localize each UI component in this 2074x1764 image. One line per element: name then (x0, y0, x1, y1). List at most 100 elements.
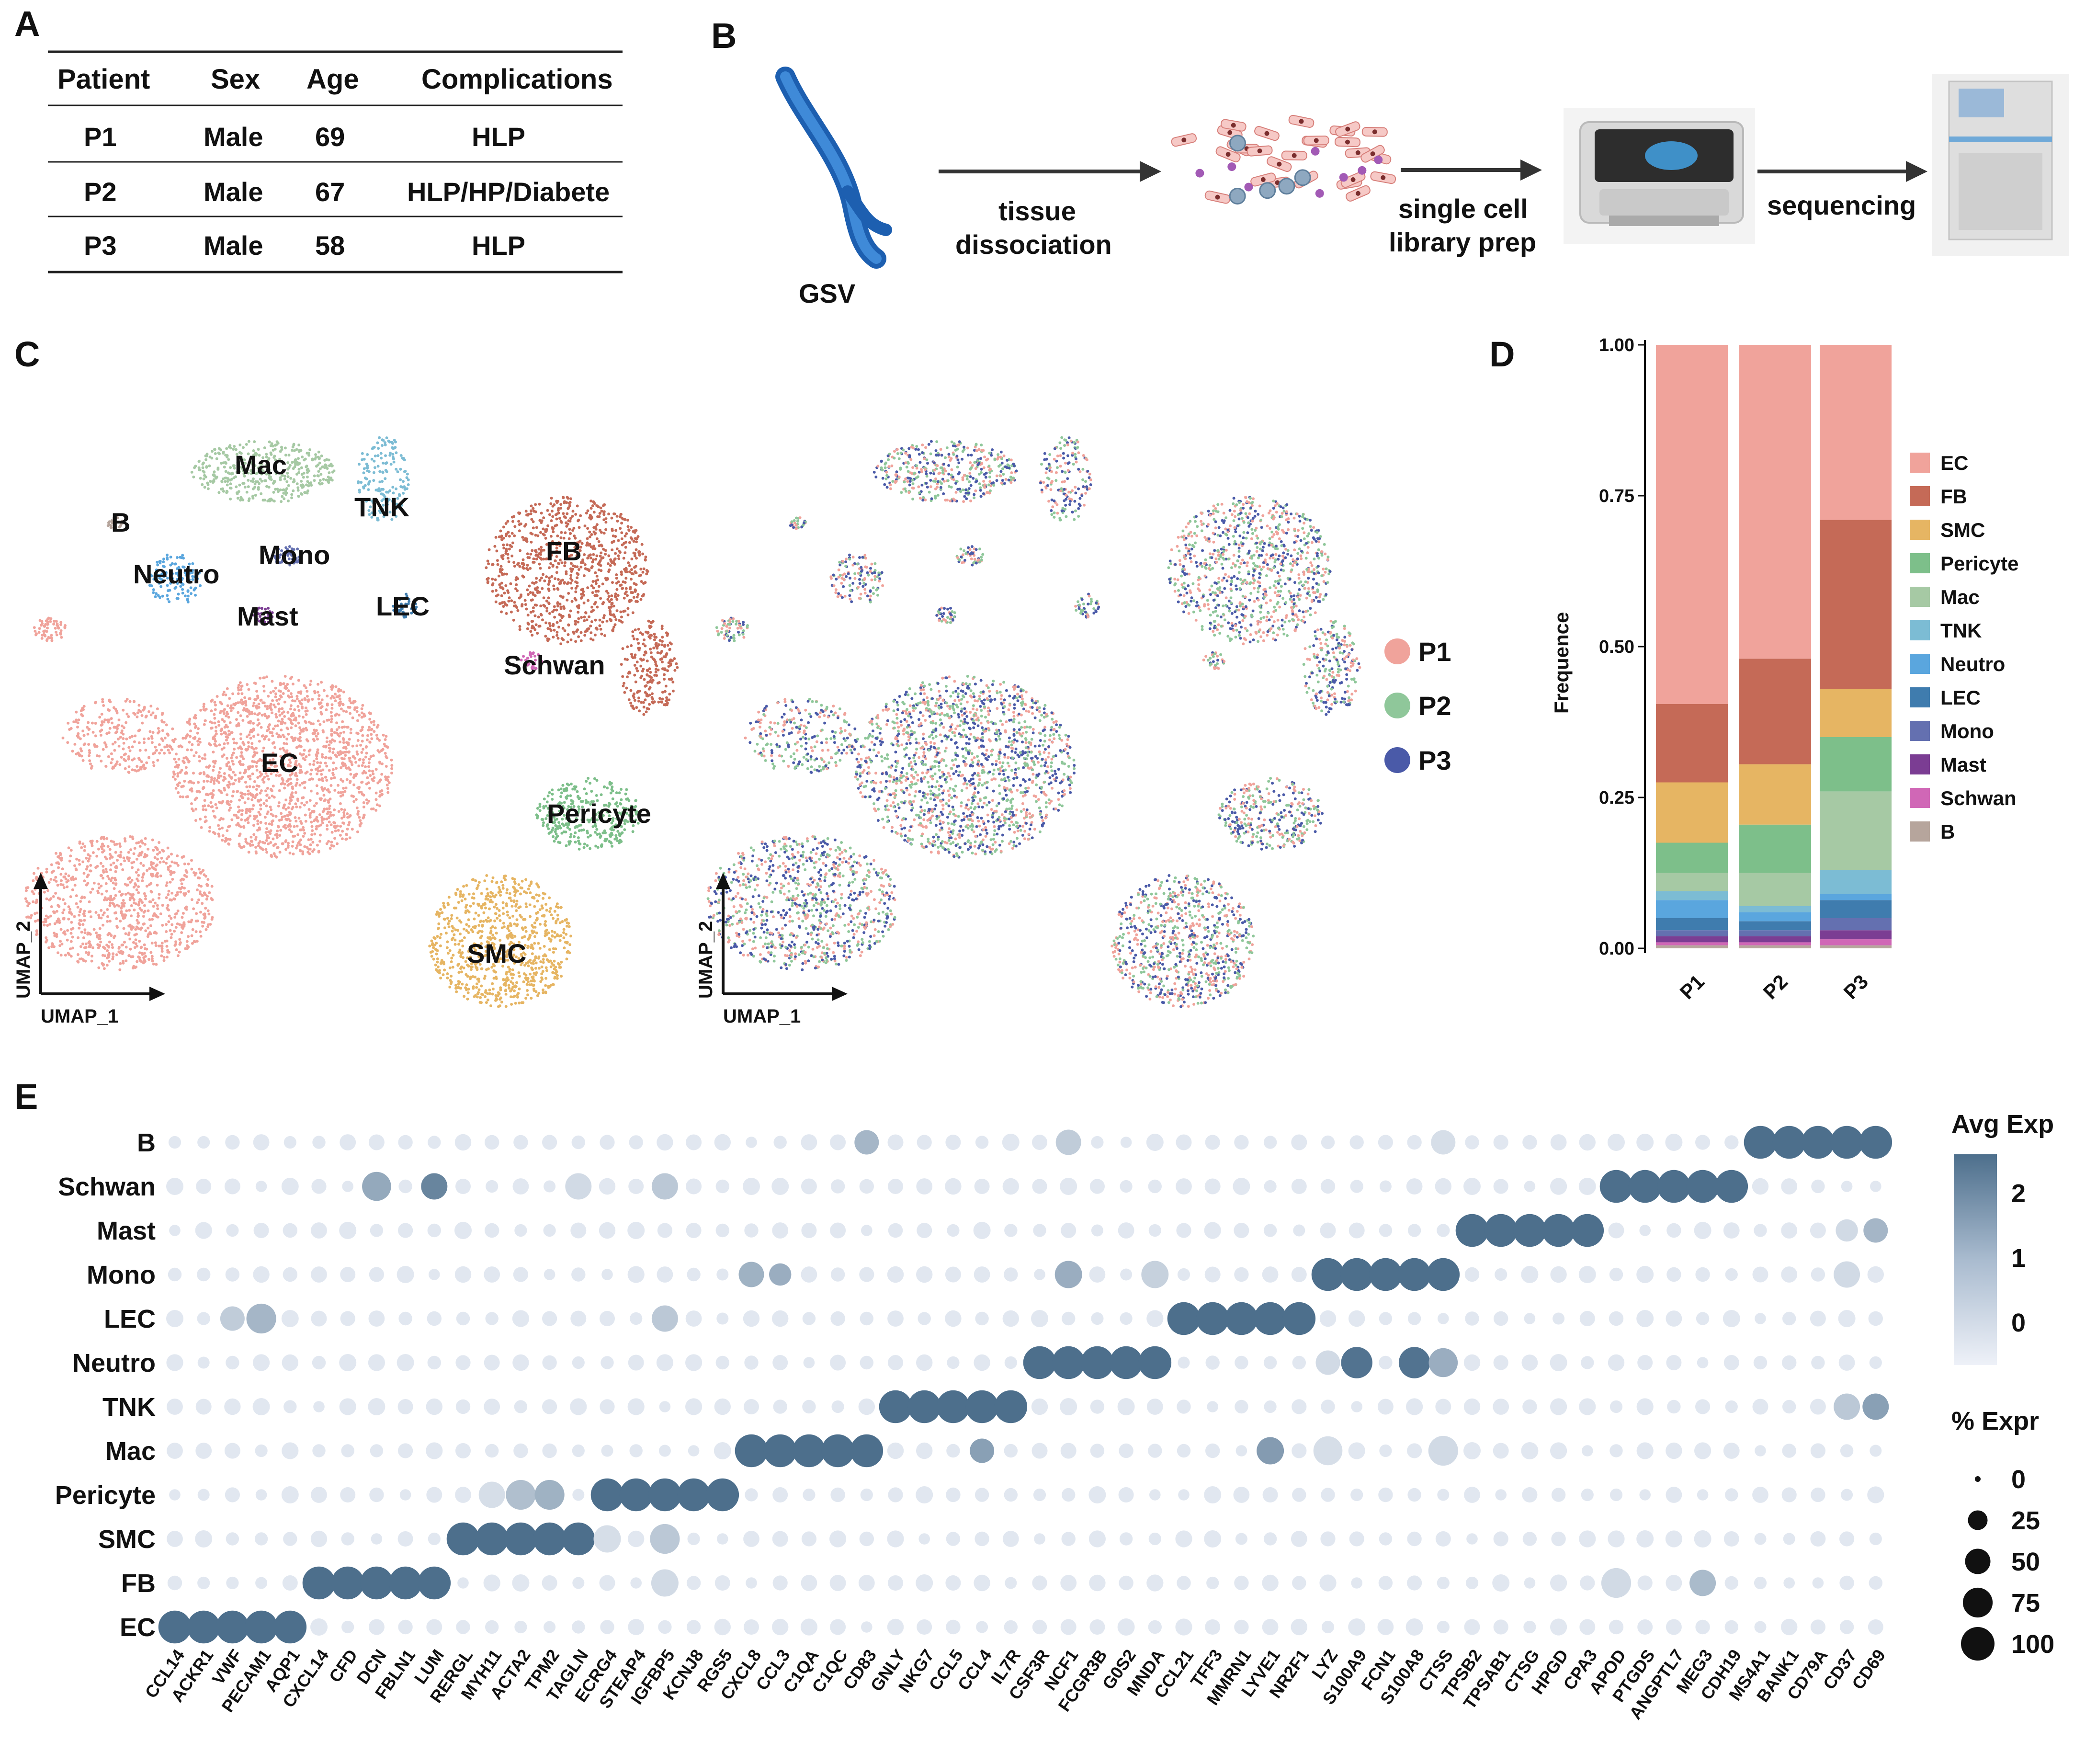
dot-mark (397, 1531, 413, 1547)
dot-mark (562, 1522, 595, 1556)
dot-mark (1581, 1356, 1594, 1369)
dot-mark (1435, 1531, 1451, 1547)
dot-mark (398, 1443, 413, 1458)
dot-mark (1204, 1266, 1221, 1283)
avg-exp-tick: 0 (2011, 1309, 2026, 1337)
umap-clusters (24, 436, 679, 1008)
dot-mark (600, 1311, 615, 1326)
cluster-label-pericyte: Pericyte (547, 798, 651, 829)
dot-mark (1493, 1179, 1508, 1194)
dot-mark (1291, 1531, 1307, 1547)
dot-mark (1781, 1266, 1798, 1283)
dot-mark (1811, 1267, 1825, 1282)
cell-icon (1361, 126, 1388, 137)
cell-dot-icon (1339, 173, 1348, 182)
dot-mark (1004, 1620, 1018, 1634)
dot-mark (1060, 1619, 1077, 1635)
dot-mark (220, 1306, 245, 1331)
bar-segment (1739, 912, 1811, 922)
dot-mark (1176, 1134, 1192, 1150)
dot-mark (1055, 1129, 1081, 1155)
dot-mark (1723, 1355, 1739, 1370)
dot-mark (830, 1179, 845, 1194)
dot-mark (1578, 1178, 1596, 1195)
dot-mark (167, 1575, 182, 1591)
bar-legend-label: Neutro (1940, 653, 2005, 675)
dot-mark (1407, 1575, 1422, 1591)
dot-mark (513, 1267, 528, 1282)
dot-mark (1254, 1302, 1287, 1335)
dot-mark (1002, 1531, 1019, 1547)
dot-mark (887, 1134, 904, 1150)
dot-mark (1580, 1575, 1595, 1591)
dot-mark (1550, 1266, 1567, 1283)
bar-legend-swatch (1910, 453, 1930, 473)
dot-mark (1812, 1577, 1824, 1589)
dot-mark (427, 1223, 441, 1238)
dot-mark (1034, 1269, 1045, 1280)
dot-mark (945, 1575, 961, 1591)
bar-segment (1739, 873, 1811, 906)
dot-mark (1089, 1574, 1106, 1592)
dot-mark (1578, 1266, 1596, 1283)
dot-mark (1091, 1224, 1103, 1237)
bar-legend-label: B (1940, 820, 1955, 843)
dot-mark (1862, 1393, 1889, 1420)
dot-mark (252, 1398, 270, 1415)
dot-mark (1802, 1126, 1835, 1159)
bar-legend-label: Mac (1940, 586, 1980, 608)
dot-mark (946, 1444, 960, 1458)
dot-mark (1841, 1181, 1853, 1192)
dot-mark (572, 1356, 585, 1369)
dot-mark (166, 1310, 183, 1327)
bar-segment (1739, 936, 1811, 943)
dot-mark (1755, 1313, 1766, 1324)
dot-mark (1754, 1576, 1767, 1590)
dot-mark (1148, 1444, 1162, 1458)
dot-mark (454, 1222, 472, 1239)
dot-mark (658, 1620, 672, 1634)
cluster-label-mast: Mast (237, 601, 298, 631)
dot-mark (341, 1532, 354, 1546)
dot-mark (570, 1222, 587, 1239)
bar-legend-swatch (1910, 788, 1930, 808)
bar-segment (1656, 945, 1728, 948)
bar-segment (1739, 945, 1811, 948)
dot-mark (1463, 1398, 1481, 1415)
legend-swatch-p2 (1384, 693, 1410, 718)
dot-mark (1542, 1214, 1575, 1247)
panel-label-e: E (14, 1077, 38, 1116)
dot-mark (340, 1487, 356, 1502)
dot-mark (1120, 1312, 1133, 1325)
dot-mark (830, 1487, 845, 1502)
dot-mark (830, 1134, 846, 1150)
cell-icon (1281, 150, 1307, 160)
dot-mark (1753, 1355, 1768, 1370)
dot-mark (1666, 1355, 1682, 1370)
bar-segment (1739, 659, 1811, 764)
dot-mark (1723, 1310, 1740, 1327)
dot-mark (572, 1444, 585, 1457)
dot-mark (1379, 1532, 1393, 1546)
arrow-icon (939, 161, 1161, 182)
dot-mark (916, 1486, 933, 1503)
dot-mark (226, 1224, 239, 1237)
dot-mark (1636, 1310, 1654, 1327)
table-cell-age: 69 (315, 122, 345, 152)
cell-dot-icon (1311, 147, 1320, 156)
dot-mark (830, 1354, 846, 1371)
dot-mark (1694, 1222, 1711, 1239)
dot-mark (801, 1575, 817, 1591)
dot-mark (533, 1522, 566, 1556)
dot-mark (994, 1390, 1028, 1423)
dot-mark (706, 1478, 739, 1512)
dot-mark (651, 1569, 679, 1597)
dot-mark (1141, 1261, 1169, 1288)
dot-mark (1379, 1224, 1393, 1237)
dot-mark (1695, 1267, 1710, 1282)
dot-mark (630, 1312, 643, 1325)
dot-mark (572, 1489, 585, 1501)
dot-mark (1579, 1134, 1596, 1151)
dot-mark (1639, 1225, 1651, 1236)
pct-expr-title: % Expr (1951, 1407, 2039, 1435)
